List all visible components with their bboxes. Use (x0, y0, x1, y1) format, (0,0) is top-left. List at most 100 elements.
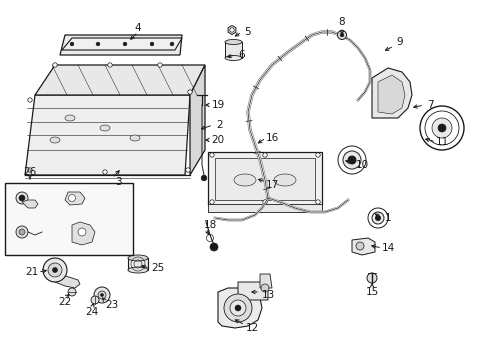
Circle shape (187, 90, 192, 94)
Text: 4: 4 (134, 23, 141, 33)
Circle shape (315, 200, 320, 204)
Ellipse shape (50, 137, 60, 143)
Circle shape (229, 300, 245, 316)
Circle shape (355, 242, 363, 250)
Ellipse shape (100, 125, 110, 131)
Text: 2: 2 (216, 120, 223, 130)
Circle shape (52, 267, 58, 273)
Circle shape (315, 153, 320, 157)
Text: 6: 6 (238, 50, 245, 60)
Circle shape (262, 200, 266, 204)
Circle shape (91, 296, 99, 304)
Circle shape (261, 284, 268, 292)
Circle shape (123, 42, 126, 46)
Circle shape (209, 243, 218, 251)
Text: 14: 14 (381, 243, 394, 253)
Polygon shape (351, 238, 374, 255)
Circle shape (170, 42, 173, 46)
Text: 16: 16 (265, 133, 278, 143)
Circle shape (229, 28, 234, 32)
Circle shape (19, 195, 25, 201)
Polygon shape (218, 288, 262, 328)
Circle shape (150, 42, 154, 46)
Text: 7: 7 (426, 100, 432, 110)
Text: 1: 1 (384, 213, 390, 223)
Ellipse shape (224, 40, 242, 45)
Polygon shape (72, 222, 95, 245)
Text: 5: 5 (244, 27, 251, 37)
Ellipse shape (65, 115, 75, 121)
Polygon shape (215, 158, 314, 200)
Text: 15: 15 (365, 287, 378, 297)
Text: 25: 25 (151, 263, 164, 273)
Circle shape (224, 294, 251, 322)
Bar (5, 183, 133, 255)
Text: 26: 26 (23, 167, 37, 177)
Ellipse shape (130, 135, 140, 141)
Text: 24: 24 (85, 307, 99, 317)
Text: 17: 17 (265, 180, 278, 190)
Circle shape (48, 263, 62, 277)
Ellipse shape (234, 174, 256, 186)
Circle shape (209, 200, 214, 204)
Text: 8: 8 (338, 17, 345, 27)
Text: 23: 23 (105, 300, 119, 310)
Circle shape (28, 168, 32, 172)
Text: 3: 3 (115, 177, 121, 187)
Polygon shape (50, 272, 80, 288)
Circle shape (262, 153, 266, 157)
Polygon shape (62, 38, 182, 50)
Polygon shape (377, 75, 404, 114)
Circle shape (201, 175, 206, 181)
Polygon shape (65, 192, 85, 205)
Circle shape (70, 42, 74, 46)
Circle shape (158, 63, 162, 67)
Polygon shape (224, 42, 242, 58)
Circle shape (53, 63, 57, 67)
Polygon shape (371, 68, 411, 118)
Circle shape (94, 287, 110, 303)
Text: 12: 12 (245, 323, 258, 333)
Ellipse shape (128, 267, 148, 273)
Circle shape (107, 63, 112, 67)
Circle shape (375, 216, 380, 220)
Text: 18: 18 (203, 220, 216, 230)
Polygon shape (190, 65, 204, 175)
Circle shape (431, 118, 451, 138)
Circle shape (337, 31, 346, 40)
Text: 13: 13 (261, 290, 274, 300)
Circle shape (43, 258, 67, 282)
Polygon shape (207, 152, 321, 205)
Polygon shape (128, 258, 148, 270)
Circle shape (16, 192, 28, 204)
Circle shape (340, 33, 343, 37)
Circle shape (68, 288, 76, 296)
Circle shape (28, 98, 32, 102)
Text: 11: 11 (434, 137, 447, 147)
Text: 21: 21 (25, 267, 39, 277)
Polygon shape (35, 65, 204, 95)
Ellipse shape (273, 174, 295, 186)
Circle shape (185, 168, 190, 172)
Circle shape (366, 273, 376, 283)
Text: 10: 10 (355, 160, 368, 170)
Circle shape (96, 42, 100, 46)
Circle shape (101, 293, 103, 297)
Polygon shape (227, 26, 235, 35)
Polygon shape (25, 95, 190, 175)
Ellipse shape (128, 255, 148, 261)
Circle shape (235, 305, 241, 311)
Circle shape (68, 194, 75, 202)
Circle shape (209, 153, 214, 157)
Text: 9: 9 (396, 37, 403, 47)
Ellipse shape (224, 55, 242, 60)
Polygon shape (207, 204, 321, 212)
Circle shape (347, 156, 355, 164)
Polygon shape (238, 282, 267, 300)
Circle shape (371, 212, 383, 224)
Circle shape (16, 226, 28, 238)
Circle shape (437, 124, 445, 132)
Circle shape (98, 291, 106, 299)
Polygon shape (60, 35, 182, 55)
Circle shape (342, 151, 360, 169)
